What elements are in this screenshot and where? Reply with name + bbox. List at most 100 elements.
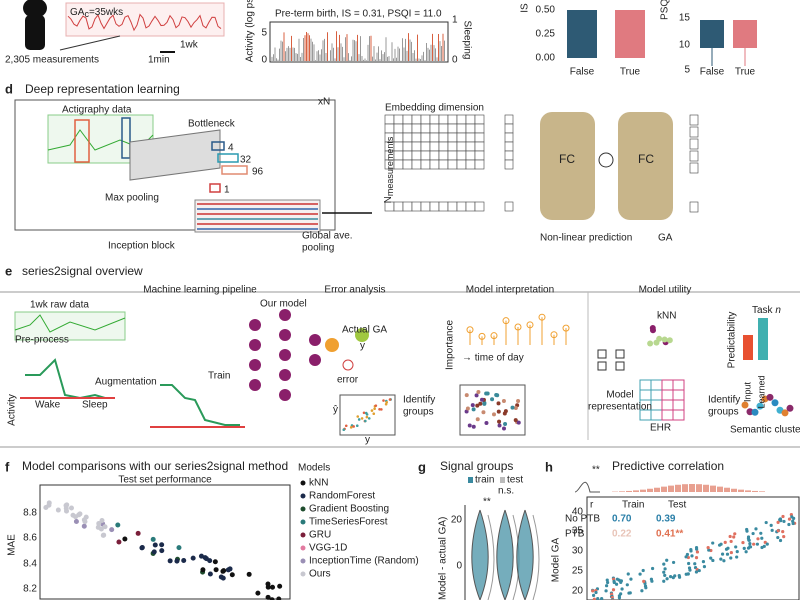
neuron [249, 359, 261, 371]
panel-title: Model comparisons with our series2signal… [22, 459, 288, 473]
pt [342, 428, 346, 431]
scatter-pt [81, 517, 87, 523]
scatter-pt [760, 536, 764, 540]
scatter-pt [617, 578, 621, 582]
pt [516, 420, 521, 425]
cell [504, 123, 514, 134]
panel-letter: g [418, 459, 426, 474]
hist [619, 491, 625, 492]
legend: test [507, 475, 523, 486]
label: Wake [35, 400, 61, 411]
neuron [309, 354, 321, 366]
legend-swatch [300, 558, 306, 564]
pt [513, 418, 518, 423]
neuron [279, 329, 291, 341]
legend-label: Ours [309, 569, 331, 580]
scatter-pt [227, 566, 233, 572]
cell [456, 114, 467, 125]
legend: train [475, 475, 494, 486]
legend-label: kNN [309, 478, 328, 489]
pt [476, 390, 481, 395]
ehr-cell [672, 399, 685, 411]
cell [420, 201, 431, 212]
knn-pt [647, 340, 654, 347]
scatter-pt [626, 572, 630, 576]
ehr-cell [639, 379, 652, 391]
filter [211, 141, 225, 151]
cell [438, 150, 449, 161]
legend-label: GRU [309, 530, 331, 541]
scatter-pt [729, 539, 733, 544]
scatter-pt [663, 567, 667, 571]
cluster [786, 404, 794, 412]
scatter-pt [728, 534, 732, 539]
scatter-pt [709, 556, 713, 560]
scatter-pt [741, 540, 745, 545]
pt [479, 397, 484, 402]
scatter-pt [734, 545, 738, 549]
highlight [74, 119, 90, 163]
tick: 25 [572, 566, 584, 577]
hist [759, 491, 765, 492]
scatter-pt [269, 597, 275, 600]
scatter-pt [764, 520, 768, 525]
label: Inception block [108, 241, 176, 252]
err-plot [339, 394, 396, 436]
legend-swatch [300, 480, 306, 486]
scatter-pt [174, 558, 180, 564]
legend-swatch [500, 477, 505, 483]
axis-label: Activity (log ps [245, 0, 256, 62]
scatter-pt [115, 522, 121, 528]
bar-learn [758, 318, 768, 360]
scatter-pt [760, 545, 764, 550]
stem-head [490, 332, 498, 340]
filter [217, 153, 239, 163]
label: Predictability [727, 312, 738, 369]
scatter-pt [151, 549, 157, 555]
ga-label: GAc=35wks [70, 7, 123, 20]
tick: 20 [451, 515, 463, 526]
cell [402, 132, 413, 143]
cell [420, 150, 431, 161]
scatter-pt [711, 558, 715, 563]
cell [384, 114, 395, 125]
box [615, 10, 645, 58]
scatter-pt [748, 542, 752, 546]
pt [516, 399, 521, 404]
label: EHR [650, 423, 671, 434]
cell [456, 201, 467, 212]
cell [393, 123, 404, 134]
tick: 0 [261, 55, 267, 66]
pt [464, 393, 469, 398]
scatter-pt [742, 546, 746, 550]
plot-frame [269, 21, 449, 63]
neuron [279, 349, 291, 361]
tensor [129, 129, 221, 181]
scatter-pt [754, 527, 758, 531]
pt [465, 406, 470, 411]
pt [475, 403, 480, 408]
violin [487, 514, 495, 600]
ehr-cell [672, 409, 685, 421]
scatter-pt [735, 555, 739, 559]
cell [447, 141, 458, 152]
processed [25, 358, 106, 400]
hist [626, 490, 632, 492]
cell [438, 141, 449, 152]
pt [484, 421, 489, 426]
scatter-pt [221, 568, 227, 574]
label: 1wk raw data [30, 300, 89, 311]
scatter-pt [735, 550, 739, 554]
scatter-pt [203, 556, 209, 562]
label: xN [318, 97, 330, 108]
subtitle: Test set performance [118, 475, 212, 486]
scatter-pt [596, 597, 600, 600]
scatter-pt [719, 557, 723, 561]
label: ** [592, 465, 600, 476]
scatter-pt [611, 588, 616, 592]
panel-title: series2signal overview [22, 264, 143, 278]
scatter-pt [665, 558, 669, 562]
scatter-pt [770, 528, 774, 532]
density [574, 481, 600, 493]
neuron [249, 319, 261, 331]
